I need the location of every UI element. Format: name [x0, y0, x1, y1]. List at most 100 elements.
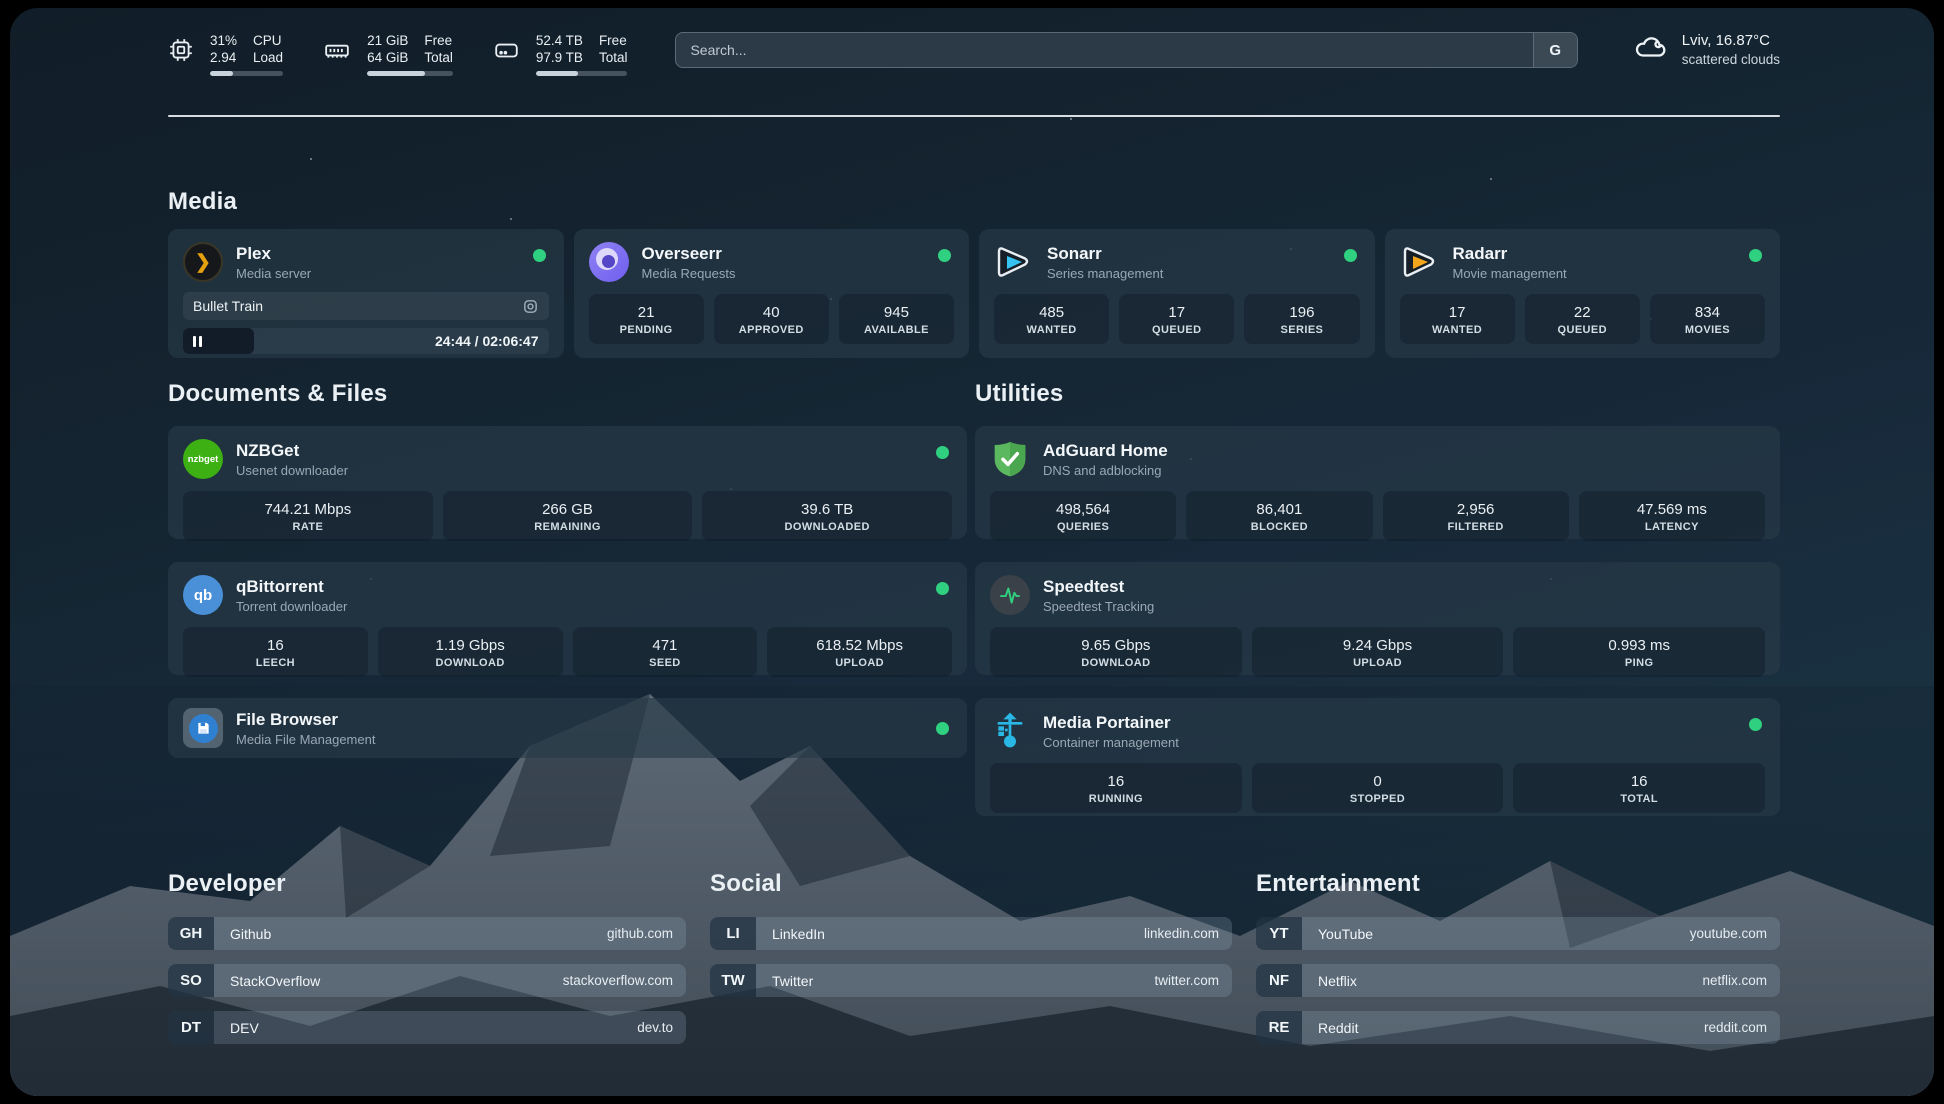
link-netflix[interactable]: NF Netflix netflix.com — [1256, 964, 1780, 997]
link-name: Twitter — [772, 972, 814, 989]
status-online-dot — [938, 249, 951, 262]
weather-widget: Lviv, 16.87°C scattered clouds — [1630, 30, 1780, 69]
service-subtitle: Torrent downloader — [236, 598, 348, 614]
stat-cell: 0 STOPPED — [1251, 763, 1504, 813]
link-name: Reddit — [1318, 1019, 1359, 1036]
adguard-icon — [990, 439, 1030, 479]
stat-cell: 266 GB REMAINING — [442, 491, 693, 541]
memory-icon — [323, 37, 351, 68]
overseerr-icon — [588, 242, 629, 282]
stat-cell: 1.19 Gbps DOWNLOAD — [377, 627, 563, 677]
cpu-progress-bar — [210, 71, 284, 76]
stat-cell: 945 AVAILABLE — [838, 294, 955, 344]
link-url: linkedin.com — [1143, 926, 1219, 941]
status-online-dot — [1749, 249, 1762, 262]
section-title-entertainment: Entertainment — [1256, 870, 1420, 897]
link-twitter[interactable]: TW Twitter twitter.com — [710, 964, 1232, 997]
service-subtitle: Media Requests — [641, 265, 736, 281]
playback-elapsed — [183, 328, 255, 354]
disk-icon — [493, 37, 520, 68]
cpu-icon — [168, 37, 194, 68]
record-icon[interactable] — [522, 298, 539, 315]
service-title: Radarr — [1452, 243, 1508, 263]
card-filebrowser[interactable]: File Browser Media File Management — [168, 698, 967, 758]
weather-location: Lviv, 16.87°C — [1681, 31, 1770, 49]
link-abbr: NF — [1256, 964, 1302, 997]
link-url: dev.to — [637, 1020, 673, 1035]
snow-specks — [310, 158, 312, 160]
status-online-dot — [1749, 718, 1762, 731]
stat-cell: 40 APPROVED — [713, 294, 829, 344]
card-nzbget[interactable]: nzbget NZBGet Usenet downloader 744.21 M… — [168, 426, 967, 541]
link-name: Github — [230, 925, 272, 942]
search-bar: G — [675, 32, 1578, 68]
section-title-media: Media — [168, 188, 238, 215]
stat-cell: 17 WANTED — [1399, 294, 1515, 344]
link-reddit[interactable]: RE Reddit reddit.com — [1256, 1011, 1780, 1044]
section-title-social: Social — [710, 870, 782, 897]
card-plex[interactable]: ❯ Plex Media server Bullet Train — [168, 229, 564, 358]
card-portainer[interactable]: Media Portainer Container management 16 … — [975, 698, 1780, 816]
card-sonarr[interactable]: Sonarr Series management 485 WANTED 17 Q… — [979, 229, 1375, 358]
stat-cell: 0.993 ms PING — [1513, 627, 1766, 677]
link-linkedin[interactable]: LI LinkedIn linkedin.com — [710, 917, 1232, 950]
link-name: Netflix — [1318, 972, 1357, 989]
status-online-dot — [936, 446, 949, 459]
memory-total-label: Total — [424, 50, 453, 65]
service-subtitle: Movie management — [1452, 265, 1567, 281]
service-subtitle: DNS and adblocking — [1043, 462, 1162, 478]
link-url: twitter.com — [1154, 973, 1219, 988]
header-bar: 31% 2.94 CPU Load 21 GiB 64 GiB Free — [168, 30, 1780, 76]
memory-free-label: Free — [424, 33, 453, 48]
radarr-icon — [1400, 242, 1440, 282]
now-playing-row: Bullet Train — [183, 292, 549, 320]
link-stackoverflow[interactable]: SO StackOverflow stackoverflow.com — [168, 964, 686, 997]
card-qbittorrent[interactable]: qb qBittorrent Torrent downloader 16 LEE… — [168, 562, 967, 677]
header-divider — [168, 115, 1780, 117]
stat-cell: 471 SEED — [572, 627, 758, 677]
service-subtitle: Container management — [1043, 734, 1179, 750]
link-name: StackOverflow — [230, 972, 321, 989]
playback-progress-bar[interactable]: 24:44 / 02:06:47 — [183, 328, 549, 354]
stat-cell: 16 RUNNING — [990, 763, 1242, 813]
link-github[interactable]: GH Github github.com — [168, 917, 686, 950]
service-title: AdGuard Home — [1043, 440, 1168, 460]
status-online-dot — [936, 722, 949, 735]
filebrowser-icon — [183, 708, 223, 748]
service-title: qBittorrent — [236, 576, 324, 596]
status-online-dot — [1343, 249, 1357, 262]
status-online-dot — [532, 249, 546, 262]
link-youtube[interactable]: YT YouTube youtube.com — [1256, 917, 1780, 950]
nzbget-icon: nzbget — [183, 439, 223, 479]
portainer-icon — [990, 711, 1030, 751]
stat-cell: 834 MOVIES — [1649, 294, 1766, 344]
card-speedtest[interactable]: Speedtest Speedtest Tracking 9.65 Gbps D… — [975, 562, 1780, 677]
plex-icon: ❯ — [183, 242, 223, 282]
stat-cell: 21 PENDING — [588, 294, 704, 344]
cloud-icon — [1630, 30, 1670, 69]
stat-cell: 22 QUEUED — [1524, 294, 1640, 344]
memory-free-value: 21 GiB — [367, 33, 409, 48]
pause-icon — [193, 335, 196, 347]
card-radarr[interactable]: Radarr Movie management 17 WANTED 22 QUE… — [1384, 229, 1780, 358]
link-name: LinkedIn — [772, 925, 825, 942]
stat-cell: 2,956 FILTERED — [1382, 491, 1569, 541]
link-dev[interactable]: DT DEV dev.to — [168, 1011, 686, 1044]
memory-progress-bar — [367, 71, 453, 76]
card-overseerr[interactable]: Overseerr Media Requests 21 PENDING 40 A… — [573, 229, 969, 358]
card-adguard[interactable]: AdGuard Home DNS and adblocking 498,564 … — [975, 426, 1780, 541]
service-subtitle: Media server — [236, 265, 312, 281]
service-title: Overseerr — [641, 243, 722, 263]
link-abbr: DT — [168, 1011, 214, 1044]
cpu-load-value: 2.94 — [210, 50, 237, 65]
link-abbr: LI — [710, 917, 756, 950]
playback-time: 24:44 / 02:06:47 — [434, 333, 539, 349]
stat-cell: 86,401 BLOCKED — [1186, 491, 1373, 541]
stat-cell: 16 TOTAL — [1513, 763, 1766, 813]
search-input[interactable] — [676, 33, 1533, 67]
search-provider-button[interactable]: G — [1532, 33, 1577, 67]
stat-cell: 485 WANTED — [994, 294, 1110, 344]
service-subtitle: Speedtest Tracking — [1043, 598, 1155, 614]
link-url: github.com — [606, 926, 673, 941]
stat-cell: 17 QUEUED — [1119, 294, 1235, 344]
